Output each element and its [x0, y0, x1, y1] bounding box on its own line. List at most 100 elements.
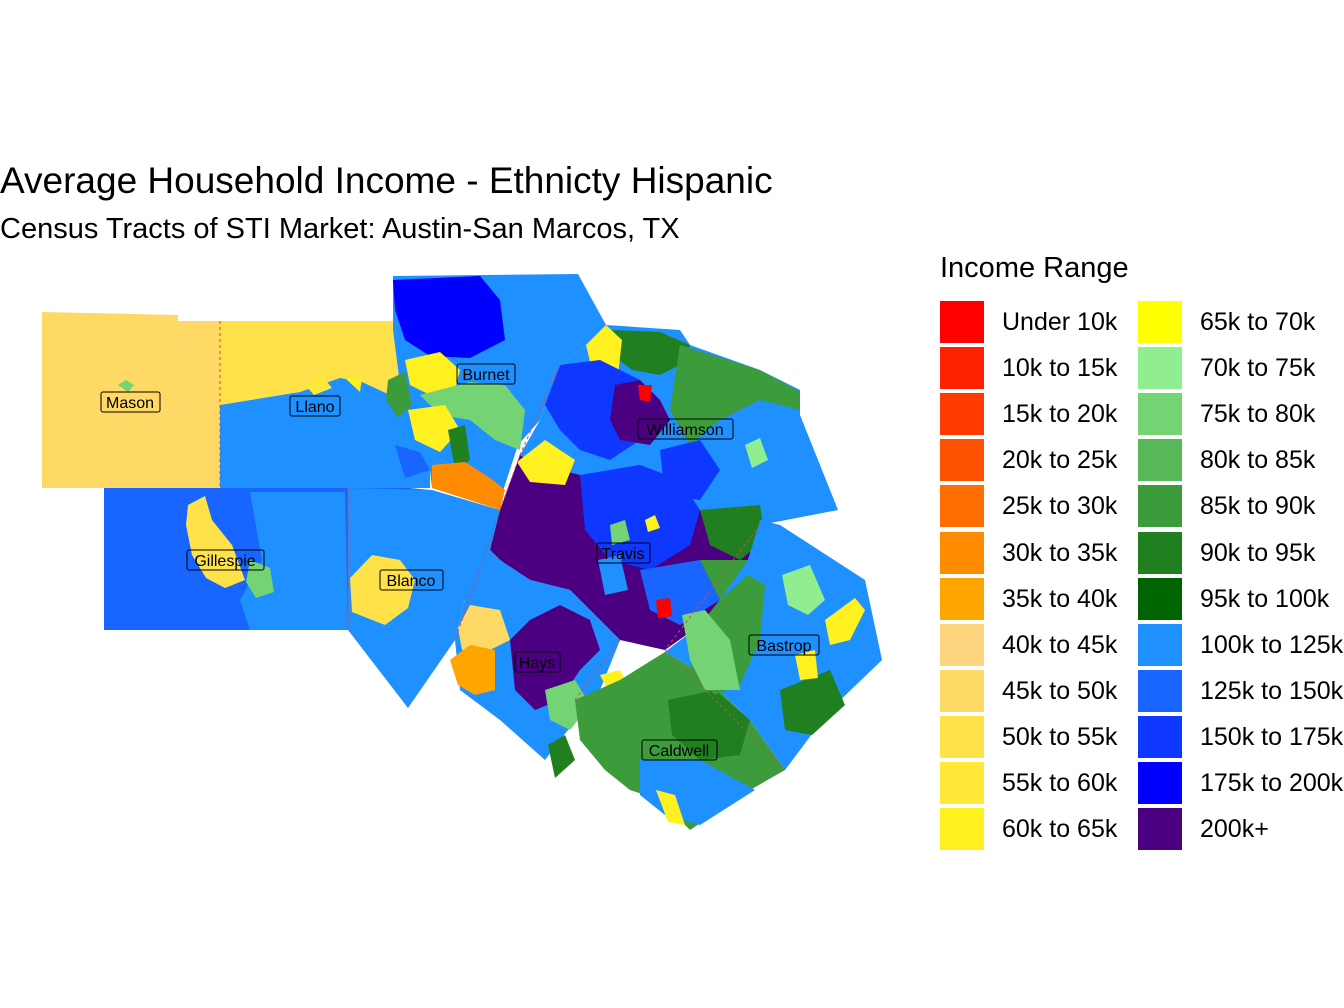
legend-item: 55k to 60k — [940, 762, 1150, 806]
legend-swatch — [940, 301, 984, 343]
legend-label: 20k to 25k — [1002, 446, 1118, 475]
legend-swatch — [940, 347, 984, 390]
tract — [668, 690, 750, 760]
svg-text:Williamson: Williamson — [646, 422, 723, 439]
legend-swatch — [1138, 485, 1182, 528]
legend-swatch — [940, 808, 984, 851]
county-label-hays: Hays — [514, 651, 561, 673]
map-subtitle: Census Tracts of STI Market: Austin-San … — [0, 213, 680, 245]
tract — [670, 345, 800, 445]
legend-label: 15k to 20k — [1002, 400, 1118, 429]
legend-item: 15k to 20k — [940, 393, 1150, 437]
svg-text:Gillespie: Gillespie — [194, 553, 255, 570]
tract — [405, 352, 460, 395]
legend-item: 75k to 80k — [1138, 393, 1344, 437]
legend-title: Income Range — [940, 252, 1129, 284]
legend-swatch — [1138, 439, 1182, 482]
legend-item: 25k to 30k — [940, 485, 1150, 529]
legend-item: 90k to 95k — [1138, 531, 1344, 576]
county-label-caldwell: Caldwell — [641, 739, 718, 761]
county-label-blanco: Blanco — [379, 569, 444, 591]
tract — [458, 605, 510, 650]
svg-text:Caldwell: Caldwell — [649, 743, 709, 760]
legend-label: 45k to 50k — [1002, 676, 1118, 705]
county-mason — [42, 312, 220, 488]
tract — [420, 382, 525, 450]
legend-item: 45k to 50k — [940, 669, 1150, 714]
legend-item: 150k to 175k — [1138, 715, 1344, 760]
county-label-gillespie: Gillespie — [186, 549, 265, 571]
tract — [780, 670, 845, 735]
legend-label: 25k to 30k — [1002, 492, 1118, 521]
legend-item: 125k to 150k — [1138, 669, 1344, 714]
legend-item: 60k to 65k — [940, 808, 1150, 852]
legend-item: 85k to 90k — [1138, 485, 1344, 529]
tract — [610, 380, 670, 445]
tract — [448, 425, 470, 470]
map-title: Average Household Income - Ethnicty Hisp… — [0, 160, 773, 201]
legend-label: 80k to 85k — [1200, 446, 1316, 475]
legend-label: 60k to 65k — [1002, 815, 1118, 844]
legend-swatch — [940, 485, 984, 528]
svg-text:Bastrop: Bastrop — [756, 638, 811, 655]
legend-item: 95k to 100k — [1138, 577, 1344, 622]
tract — [700, 505, 765, 560]
tract — [510, 605, 600, 710]
tract — [240, 492, 348, 630]
legend-label: 40k to 45k — [1002, 630, 1118, 659]
legend-item: 50k to 55k — [940, 715, 1150, 760]
legend-item: 175k to 200k — [1138, 762, 1344, 806]
county-label-bastrop: Bastrop — [748, 634, 820, 656]
tract — [700, 560, 748, 600]
tract — [656, 790, 685, 825]
legend-swatch — [940, 577, 984, 620]
svg-text:Hays: Hays — [519, 655, 555, 672]
legend-label: 30k to 35k — [1002, 538, 1118, 567]
tract — [517, 440, 575, 485]
legend-item: 65k to 70k — [1138, 301, 1344, 345]
legend-label: 100k to 125k — [1200, 630, 1344, 659]
legend-label: 65k to 70k — [1200, 308, 1316, 336]
tract — [220, 378, 430, 488]
legend-label: 35k to 40k — [1002, 584, 1118, 613]
legend-swatch — [940, 715, 984, 758]
legend-label: 70k to 75k — [1200, 354, 1316, 383]
county-label-mason: Mason — [100, 391, 161, 413]
legend-swatch — [1138, 301, 1182, 343]
legend-swatch — [1138, 669, 1182, 712]
tract — [345, 378, 362, 392]
tract — [638, 385, 652, 402]
legend-label: 95k to 100k — [1200, 584, 1330, 613]
county-label-travis: Travis — [596, 542, 651, 564]
svg-text:Burnet: Burnet — [462, 367, 510, 384]
tract — [580, 465, 700, 570]
legend-label: 10k to 15k — [1002, 354, 1118, 383]
tract — [610, 520, 630, 545]
legend-swatch — [1138, 808, 1182, 851]
tract — [408, 405, 460, 452]
tract — [656, 598, 672, 618]
tract — [598, 555, 628, 595]
legend-label: 200k+ — [1200, 815, 1269, 844]
legend-label: 50k to 55k — [1002, 722, 1118, 751]
legend-label: 85k to 90k — [1200, 492, 1316, 521]
legend-item: 200k+ — [1138, 808, 1344, 852]
tract — [782, 565, 825, 615]
tract — [395, 445, 430, 478]
tract — [682, 610, 740, 690]
svg-text:Mason: Mason — [106, 395, 154, 412]
legend-item: 70k to 75k — [1138, 347, 1344, 391]
tract — [612, 330, 690, 375]
legend-swatch — [940, 623, 984, 666]
legend-swatch — [1138, 531, 1182, 574]
tract — [795, 650, 818, 680]
legend-label: 55k to 60k — [1002, 769, 1118, 797]
legend-item: 100k to 125k — [1138, 623, 1344, 668]
legend-item: 30k to 35k — [940, 531, 1150, 576]
tract — [450, 645, 495, 695]
tract — [745, 438, 768, 468]
legend-label: 175k to 200k — [1200, 769, 1344, 797]
legend-swatch — [1138, 762, 1182, 804]
county-label-llano: Llano — [289, 395, 341, 417]
legend-label: 90k to 95k — [1200, 538, 1316, 567]
